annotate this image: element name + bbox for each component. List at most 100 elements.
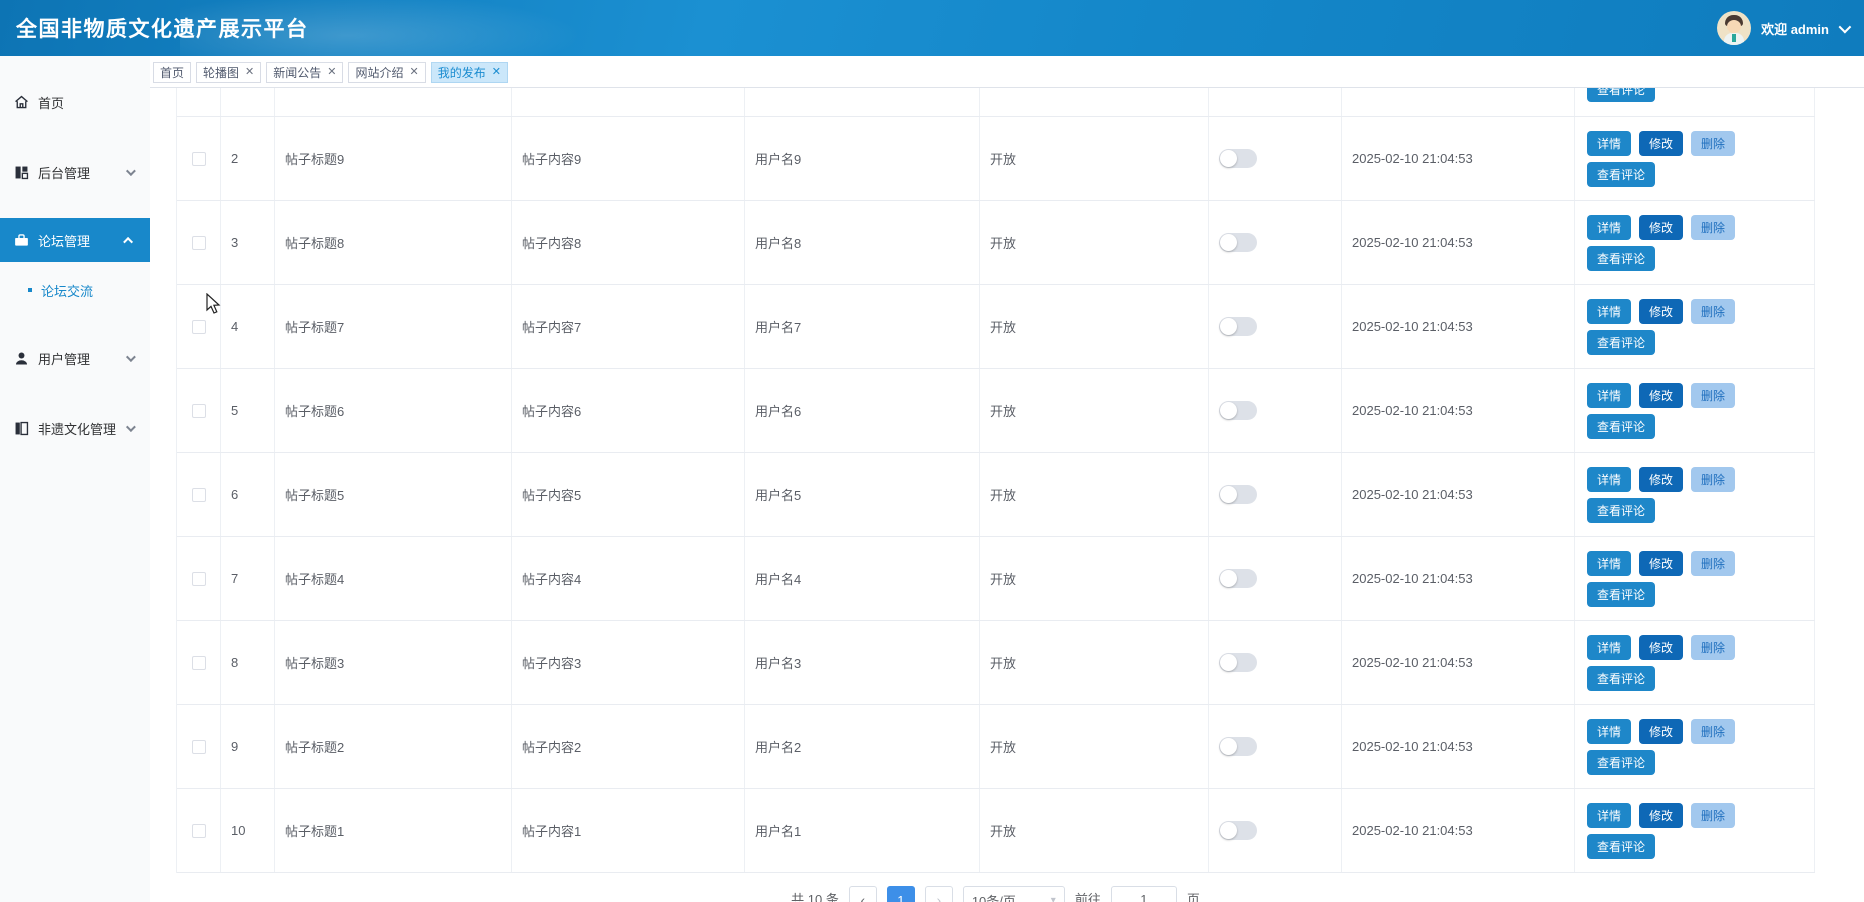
row-status: 开放 — [980, 537, 1209, 620]
sidebar-item-label: 首页 — [38, 95, 65, 111]
page-size-value: 10条/页 — [971, 893, 1016, 902]
row-toggle-cell — [1209, 705, 1342, 788]
pagination-goto-input[interactable]: 1 — [1110, 886, 1177, 902]
row-checkbox[interactable] — [191, 571, 206, 586]
row-actions: 详情 修改 删除 查看评论 — [1575, 201, 1815, 284]
delete-button[interactable]: 删除 — [1691, 130, 1736, 156]
edit-button[interactable]: 修改 — [1639, 466, 1684, 492]
toggle-switch[interactable] — [1219, 149, 1257, 168]
sidebar-item-forum-management[interactable]: 论坛管理 — [0, 218, 150, 262]
delete-button[interactable]: 删除 — [1691, 802, 1736, 828]
row-checkbox[interactable] — [191, 823, 206, 838]
edit-button[interactable]: 修改 — [1639, 214, 1684, 240]
delete-button[interactable]: 删除 — [1691, 382, 1736, 408]
detail-button[interactable]: 详情 — [1587, 802, 1632, 828]
edit-button[interactable]: 修改 — [1639, 550, 1684, 576]
row-actions: 详情 修改 删除 查看评论 — [1575, 789, 1815, 872]
row-checkbox[interactable] — [191, 487, 206, 502]
tab-carousel[interactable]: 轮播图 ✕ — [196, 62, 262, 83]
detail-button[interactable]: 详情 — [1587, 130, 1632, 156]
view-comments-button[interactable]: 查看评论 — [1587, 581, 1656, 607]
view-comments-button[interactable]: 查看评论 — [1587, 413, 1656, 439]
detail-button[interactable]: 详情 — [1587, 382, 1632, 408]
table-body: 2 帖子标题9 帖子内容9 用户名9 开放 2025-02-10 21:04:5… — [177, 117, 1815, 873]
tab-news[interactable]: 新闻公告 ✕ — [266, 62, 344, 83]
edit-button[interactable]: 修改 — [1639, 718, 1684, 744]
row-title: 帖子标题5 — [275, 453, 512, 536]
edit-button[interactable]: 修改 — [1639, 130, 1684, 156]
view-comments-button[interactable]: 查看评论 — [1587, 161, 1656, 187]
view-comments-button[interactable]: 查看评论 — [1587, 497, 1656, 523]
delete-button[interactable]: 删除 — [1691, 718, 1736, 744]
row-status: 开放 — [980, 117, 1209, 200]
row-time: 2025-02-10 21:04:53 — [1342, 201, 1575, 284]
row-id: 8 — [221, 621, 275, 704]
toggle-switch[interactable] — [1219, 485, 1257, 504]
book-icon — [15, 421, 29, 435]
delete-button[interactable]: 删除 — [1691, 298, 1736, 324]
delete-button[interactable]: 删除 — [1691, 634, 1736, 660]
close-icon[interactable]: ✕ — [491, 66, 501, 78]
page-size-select[interactable]: 10条/页 ▾ — [962, 886, 1065, 902]
delete-button[interactable]: 删除 — [1691, 466, 1736, 492]
pagination-prev-button[interactable]: ‹ — [848, 886, 877, 902]
sidebar-item-home[interactable]: 首页 — [0, 78, 150, 126]
row-status: 开放 — [980, 285, 1209, 368]
toggle-switch[interactable] — [1219, 737, 1257, 756]
edit-button[interactable]: 修改 — [1639, 802, 1684, 828]
view-comments-button[interactable]: 查看评论 — [1587, 833, 1656, 859]
row-checkbox-cell — [177, 789, 221, 872]
toggle-switch[interactable] — [1219, 317, 1257, 336]
row-checkbox[interactable] — [191, 235, 206, 250]
detail-button[interactable]: 详情 — [1587, 550, 1632, 576]
action-buttons-row: 查看评论 — [1587, 833, 1656, 859]
sidebar-item-backend-management[interactable]: 后台管理 — [0, 148, 150, 196]
tab-my-posts[interactable]: 我的发布 ✕ — [430, 62, 508, 83]
detail-button[interactable]: 详情 — [1587, 298, 1632, 324]
sidebar-item-user-management[interactable]: 用户管理 — [0, 334, 150, 382]
chevron-down-icon — [125, 421, 136, 432]
sidebar-item-heritage-management[interactable]: 非遗文化管理 — [0, 404, 150, 452]
sidebar-subitem-forum-exchange[interactable]: 论坛交流 — [0, 270, 150, 310]
close-icon[interactable]: ✕ — [245, 66, 255, 78]
detail-button[interactable]: 详情 — [1587, 634, 1632, 660]
view-comments-button[interactable]: 查看评论 — [1587, 665, 1656, 691]
edit-button[interactable]: 修改 — [1639, 382, 1684, 408]
view-comments-button[interactable]: 查看评论 — [1587, 88, 1656, 102]
detail-button[interactable]: 详情 — [1587, 718, 1632, 744]
action-buttons-row: 详情 修改 删除 — [1587, 214, 1736, 240]
detail-button[interactable]: 详情 — [1587, 466, 1632, 492]
toggle-switch[interactable] — [1219, 569, 1257, 588]
detail-button[interactable]: 详情 — [1587, 214, 1632, 240]
view-comments-button[interactable]: 查看评论 — [1587, 245, 1656, 271]
toggle-switch[interactable] — [1219, 653, 1257, 672]
row-checkbox[interactable] — [191, 319, 206, 334]
toggle-switch[interactable] — [1219, 821, 1257, 840]
row-checkbox[interactable] — [191, 151, 206, 166]
edit-button[interactable]: 修改 — [1639, 634, 1684, 660]
edit-button[interactable]: 修改 — [1639, 298, 1684, 324]
delete-button[interactable]: 删除 — [1691, 214, 1736, 240]
home-icon — [15, 95, 28, 108]
row-checkbox[interactable] — [191, 655, 206, 670]
tab-home[interactable]: 首页 — [153, 62, 192, 83]
chevron-down-icon[interactable] — [1838, 20, 1852, 33]
close-icon[interactable]: ✕ — [327, 66, 337, 78]
pagination-page-1[interactable]: 1 — [886, 886, 915, 902]
user-area[interactable]: 欢迎 admin — [1717, 11, 1852, 45]
view-comments-button[interactable]: 查看评论 — [1587, 749, 1656, 775]
user-avatar[interactable] — [1717, 11, 1752, 45]
close-icon[interactable]: ✕ — [409, 66, 419, 78]
delete-button[interactable]: 删除 — [1691, 550, 1736, 576]
row-checkbox-cell — [177, 201, 221, 284]
row-checkbox[interactable] — [191, 739, 206, 754]
pagination-next-button[interactable]: › — [924, 886, 953, 902]
row-cell — [221, 88, 275, 116]
toggle-switch[interactable] — [1219, 401, 1257, 420]
row-checkbox[interactable] — [191, 403, 206, 418]
tab-label: 首页 — [160, 66, 185, 80]
tab-site-intro[interactable]: 网站介绍 ✕ — [348, 62, 426, 83]
view-comments-button[interactable]: 查看评论 — [1587, 329, 1656, 355]
toggle-switch[interactable] — [1219, 233, 1257, 252]
row-user: 用户名6 — [745, 369, 980, 452]
